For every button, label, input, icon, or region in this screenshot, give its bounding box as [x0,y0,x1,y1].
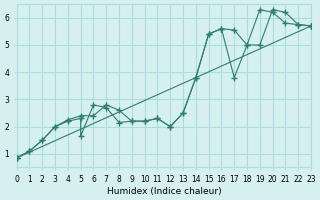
X-axis label: Humidex (Indice chaleur): Humidex (Indice chaleur) [107,187,221,196]
